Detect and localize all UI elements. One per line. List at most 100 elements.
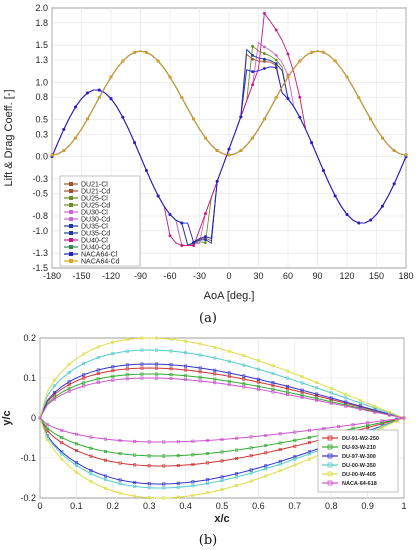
legend-label: DU35-Cl bbox=[81, 224, 108, 231]
data-point-DU-93-W-210 bbox=[278, 441, 282, 445]
data-point-DU-93-W-210 bbox=[205, 452, 209, 456]
data-point-NACA-64-618 bbox=[278, 432, 282, 436]
data-point-DU-97-W-300 bbox=[235, 472, 239, 476]
data-point-NACA64-Cd bbox=[239, 149, 243, 152]
data-point-DU35-Cl bbox=[204, 238, 207, 242]
data-point-DU-00-W-350 bbox=[264, 467, 268, 471]
data-point-DU-00-W-350 bbox=[176, 485, 180, 489]
legend-label: DU25-Cd bbox=[81, 203, 110, 210]
data-point-DU-00-W-405 bbox=[154, 336, 158, 340]
data-point-NACA-64-618 bbox=[329, 401, 333, 405]
data-point-NACA64-Cd bbox=[74, 136, 77, 140]
data-point-DU-00-W-405 bbox=[184, 339, 188, 343]
legend-marker bbox=[69, 252, 73, 256]
data-point-NACA64-Cd bbox=[50, 153, 54, 157]
data-point-NACA64-Cd bbox=[215, 149, 219, 152]
data-point-NACA-64-618 bbox=[358, 407, 362, 411]
data-point-DU-97-W-300 bbox=[213, 368, 217, 372]
y-tick-label: 1.5 bbox=[35, 40, 48, 50]
data-point-NACA-64-618 bbox=[176, 440, 180, 444]
data-point-DU-97-W-300 bbox=[191, 480, 195, 484]
data-point-NACA64-Cd bbox=[251, 136, 255, 140]
data-point-NACA64-Cd bbox=[133, 50, 137, 54]
data-point-DU-00-W-350 bbox=[111, 352, 115, 356]
data-point-DU25-Cl bbox=[274, 58, 278, 62]
x-tick-label: 0.1 bbox=[70, 501, 83, 511]
data-point-NACA-64-618 bbox=[60, 428, 64, 432]
data-point-DU-00-W-405 bbox=[278, 469, 282, 473]
data-point-DU-97-W-300 bbox=[373, 408, 377, 412]
data-point-DU-00-W-350 bbox=[104, 478, 108, 482]
data-point-DU-93-W-210 bbox=[220, 450, 224, 454]
y-tick-label: -0.1 bbox=[20, 453, 36, 463]
data-point-DU-00-W-405 bbox=[74, 470, 78, 474]
panel-label-b: (b) bbox=[199, 533, 217, 548]
legend-label: DU21-Cd bbox=[81, 189, 110, 196]
data-point-DU-97-W-300 bbox=[249, 468, 253, 472]
data-point-DU-93-W-210 bbox=[213, 377, 217, 381]
data-point-DU-93-W-210 bbox=[125, 373, 129, 377]
data-point-DU-93-W-210 bbox=[104, 449, 108, 453]
y-tick-label: 0.1 bbox=[23, 373, 36, 383]
data-point-DU-93-W-210 bbox=[184, 374, 188, 378]
data-point-DU-91-W2-250 bbox=[227, 374, 231, 378]
data-point-DU-93-W-210 bbox=[60, 436, 64, 440]
airfoil-profile-chart: 0 0.1 0.2 0.3 0.4 0.5 0.6 0.7 0.8 0.9 1 -0.2 -0.1 0 0.… bbox=[1, 333, 407, 548]
data-point-NACA-64-618 bbox=[67, 389, 71, 393]
data-point-DU-93-W-210 bbox=[315, 397, 319, 401]
data-point-DU-91-W2-250 bbox=[191, 462, 195, 466]
data-point-DU-00-W-350 bbox=[133, 484, 137, 488]
data-point-DU-00-W-350 bbox=[300, 381, 304, 385]
data-point-NACA-64-618 bbox=[213, 381, 217, 385]
y-tick-label: 0.0 bbox=[35, 152, 48, 162]
upper-surface-DU-91-W2-250 bbox=[39, 367, 405, 419]
data-point-NACA64-Cd bbox=[310, 50, 313, 54]
y-tick-label: -1.5 bbox=[32, 263, 48, 273]
y-axis-label-a: Lift & Drag Coeff. [-] bbox=[3, 89, 15, 186]
data-point-DU-93-W-210 bbox=[111, 374, 115, 378]
data-point-NACA-64-618 bbox=[344, 404, 348, 408]
data-point-DU-00-W-350 bbox=[373, 406, 377, 410]
data-point-DU-00-W-350 bbox=[89, 472, 93, 476]
data-point-DU-00-W-405 bbox=[125, 337, 129, 341]
legend-marker bbox=[327, 435, 333, 441]
data-point-NACA-64-618 bbox=[402, 416, 406, 420]
data-point-DU-91-W2-250 bbox=[140, 366, 144, 370]
legend-marker bbox=[327, 462, 333, 468]
data-point-NACA64-Cl bbox=[215, 180, 219, 183]
data-point-DU-97-W-300 bbox=[147, 482, 151, 486]
data-point-DU-00-W-405 bbox=[205, 491, 209, 495]
data-point-DU40-Cl bbox=[251, 83, 255, 87]
data-point-NACA-64-618 bbox=[387, 413, 391, 417]
x-axis-label-b: x/c bbox=[214, 513, 229, 525]
data-point-NACA64-Cd bbox=[392, 149, 396, 152]
data-point-NACA-64-618 bbox=[125, 377, 129, 381]
data-point-DU-97-W-300 bbox=[271, 381, 275, 385]
legend-marker bbox=[327, 480, 333, 486]
legend-label: NACA-64-618 bbox=[342, 481, 377, 487]
data-point-NACA-64-618 bbox=[271, 390, 275, 394]
y-tick-label: -1.3 bbox=[32, 248, 48, 258]
data-point-DU-93-W-210 bbox=[293, 438, 297, 442]
data-point-DU-93-W-210 bbox=[191, 453, 195, 457]
data-point-DU25-Cl bbox=[263, 52, 266, 55]
x-tick-label: 0.9 bbox=[361, 501, 374, 511]
x-tick-label: 120 bbox=[339, 271, 354, 281]
ticks-a: -180 -150 -120 -90 -60 -30 0 30 60 90 120 150 180 -1.… bbox=[32, 3, 413, 281]
data-point-NACA-64-618 bbox=[307, 428, 311, 432]
data-point-NACA64-Cl bbox=[251, 70, 255, 74]
data-point-DU-97-W-300 bbox=[125, 363, 129, 367]
data-point-DU-97-W-300 bbox=[344, 400, 348, 404]
y-tick-label: 0.2 bbox=[23, 333, 36, 343]
upper-surface-DU-00-W-405 bbox=[39, 337, 405, 419]
data-point-DU-91-W2-250 bbox=[235, 457, 239, 461]
data-point-DU-00-W-350 bbox=[286, 376, 290, 380]
data-point-NACA-64-618 bbox=[169, 377, 173, 381]
data-point-DU-00-W-350 bbox=[184, 351, 188, 355]
legend-marker bbox=[69, 203, 73, 207]
data-point-DU-91-W2-250 bbox=[242, 377, 246, 381]
data-point-DU-00-W-405 bbox=[380, 426, 384, 430]
data-point-DU-00-W-350 bbox=[169, 349, 173, 353]
data-point-NACA64-Cl bbox=[322, 169, 325, 172]
